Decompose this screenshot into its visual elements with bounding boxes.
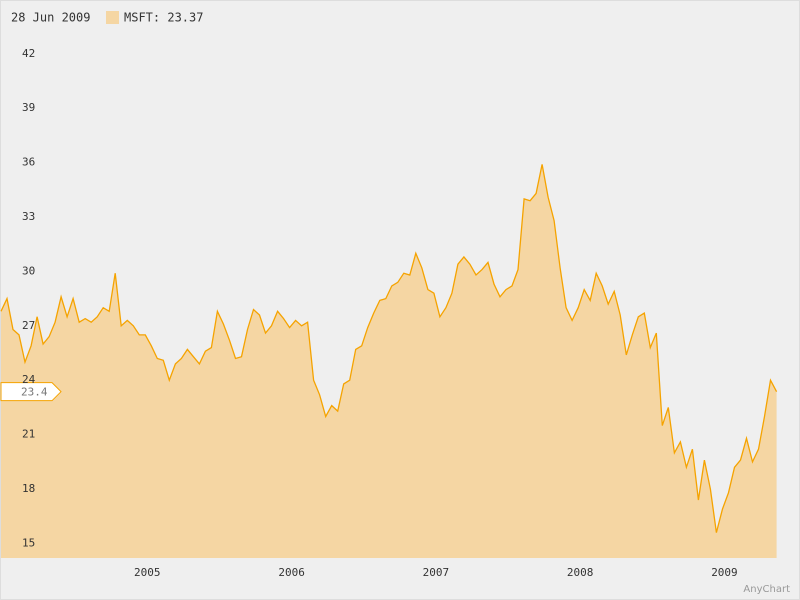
y-tick-label: 27 <box>22 319 35 332</box>
y-tick-label: 33 <box>22 210 35 223</box>
y-tick-label: 24 <box>22 373 36 386</box>
y-tick-label: 21 <box>22 428 35 441</box>
date-label: 28 Jun 2009 <box>11 11 90 25</box>
y-tick-label: 15 <box>22 536 35 549</box>
y-tick-label: 42 <box>22 47 35 60</box>
legend-label[interactable]: MSFT: 23.37 <box>124 11 203 25</box>
y-tick-label: 18 <box>22 482 35 495</box>
price-marker <box>0 382 62 402</box>
x-tick-label: 2009 <box>711 566 738 579</box>
line <box>0 164 778 533</box>
x-tick-label: 2007 <box>423 566 450 579</box>
y-tick-label: 30 <box>22 264 35 277</box>
x-tick-label: 2008 <box>567 566 594 579</box>
y-tick-label: 36 <box>22 156 35 169</box>
x-tick-label: 2005 <box>134 566 161 579</box>
credit[interactable]: AnyChart <box>743 584 790 595</box>
area <box>1 164 777 558</box>
y-tick-label: 39 <box>22 101 35 114</box>
legend-swatch <box>106 11 119 24</box>
x-tick-label: 2006 <box>278 566 305 579</box>
price-label: 23.4 <box>21 386 48 399</box>
